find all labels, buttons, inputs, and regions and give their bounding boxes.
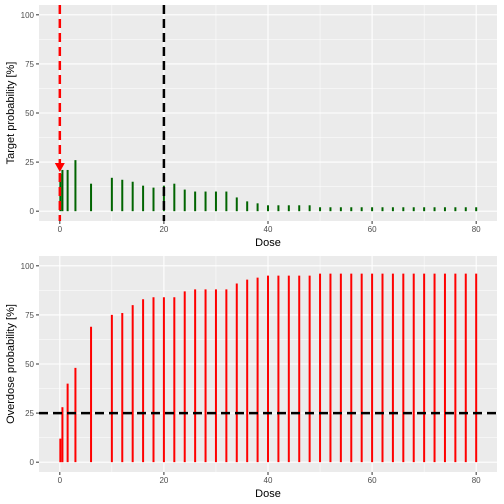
panel1-x-axis-title: Dose	[255, 237, 281, 249]
panel2-x-axis-title: Dose	[255, 488, 281, 500]
panel2-y-axis-title: Overdose probability [%]	[5, 304, 17, 424]
panel2-y-tick-label: 100	[21, 262, 35, 271]
panel2-y-tick-label: 0	[30, 458, 35, 467]
panel2-y-tick-label: 50	[25, 360, 34, 369]
panel1-x-tick-label: 80	[472, 225, 481, 234]
panel1-x-tick-label: 20	[159, 225, 168, 234]
panel1-y-tick-label: 75	[25, 60, 34, 69]
panel2-x-tick-label: 20	[159, 476, 168, 485]
panel1-y-tick-label: 25	[25, 158, 34, 167]
panel2-x-tick-label: 0	[58, 476, 63, 485]
panel2-x-tick-label: 40	[264, 476, 273, 485]
panel2: 0 20 40 60 80 0 25 50 75 100 Dose Overdose probabil…	[5, 256, 497, 500]
panel1-y-tick-label: 100	[21, 11, 35, 20]
panel1-y-tick-label: 50	[25, 109, 34, 118]
panel2-x-tick-label: 80	[472, 476, 481, 485]
panel1-x-tick-label: 60	[368, 225, 377, 234]
panel1-x-tick-label: 0	[58, 225, 63, 234]
panel2-x-tick-label: 60	[368, 476, 377, 485]
panel1-marker	[54, 162, 65, 172]
panel1: 0 20 40 60 80 0 25 50 75 100 Dose Target probabilit…	[5, 5, 497, 249]
panel2-y-tick-label: 25	[25, 409, 34, 418]
panel1-x-tick-label: 40	[264, 225, 273, 234]
panel2-y-tick-label: 75	[25, 311, 34, 320]
panel1-y-tick-label: 0	[30, 207, 35, 216]
panel1-y-axis-title: Target probability [%]	[5, 62, 17, 165]
